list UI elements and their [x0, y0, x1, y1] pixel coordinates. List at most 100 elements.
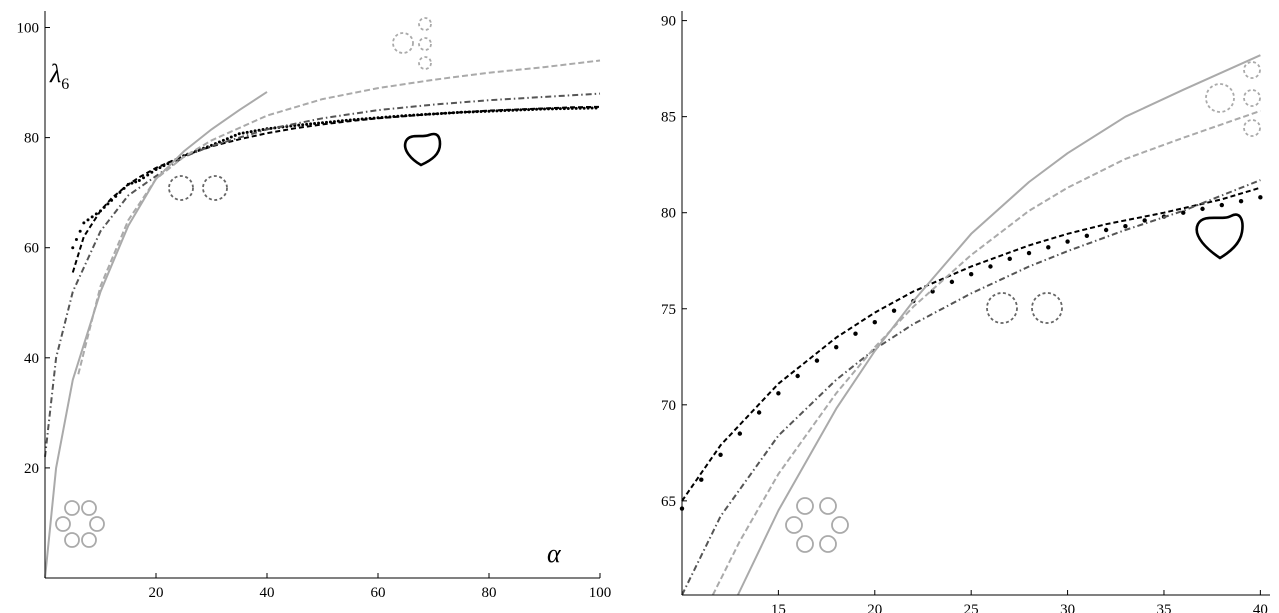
right-x-tick-label: 35 — [1156, 602, 1171, 613]
right-data-point — [872, 320, 877, 325]
trefoil-glyph-left — [403, 132, 442, 167]
right-data-point — [776, 391, 781, 396]
left-data-point — [94, 212, 98, 216]
left-data-point — [590, 106, 594, 110]
right-data-point — [930, 289, 935, 294]
right-x-tick-label: 40 — [1253, 602, 1268, 613]
right-data-point — [968, 271, 974, 277]
left-data-point — [142, 176, 146, 180]
right-data-point — [699, 477, 704, 482]
right-y-tick-label: 85 — [661, 110, 676, 126]
left-data-point — [447, 111, 451, 115]
right-data-point — [1026, 250, 1032, 256]
left-data-point — [210, 143, 213, 147]
right-data-point — [1065, 239, 1070, 244]
left-axes — [44, 11, 600, 579]
left-data-point — [503, 109, 507, 113]
left-series-solid-light-gray — [44, 91, 268, 579]
right-y-tick-label: 80 — [661, 206, 676, 222]
left-data-point — [225, 137, 229, 141]
right-tick-labels: 15 20 25 30 35 40 65 70 75 80 85 90 — [661, 14, 1268, 613]
left-data-point — [305, 122, 309, 126]
left-data-point — [229, 135, 233, 139]
left-data-point — [158, 166, 162, 170]
left-data-point — [86, 218, 90, 222]
left-data-point — [221, 138, 225, 142]
right-chart-panel: 15 20 25 30 35 40 65 70 75 80 85 90 — [661, 11, 1270, 613]
left-series-dotted-black — [71, 106, 598, 250]
left-data-point — [487, 109, 491, 113]
left-y-axis-label: λ6 — [49, 59, 69, 93]
right-y-tick-label: 65 — [661, 494, 676, 510]
four-ring-glyph-right — [1205, 61, 1261, 137]
left-data-point — [106, 202, 110, 206]
left-y-tick-label: 20 — [24, 461, 39, 477]
left-x-tick-label: 60 — [371, 585, 386, 601]
left-data-point — [463, 110, 467, 114]
left-x-tick-label: 20 — [149, 585, 164, 601]
right-y-tick-label: 75 — [661, 302, 676, 318]
left-y-tick-label: 100 — [17, 21, 40, 37]
right-series-dotted-black — [679, 195, 1263, 511]
left-data-point — [527, 108, 531, 112]
left-data-point — [471, 110, 475, 114]
right-data-point — [1219, 202, 1225, 208]
left-data-point — [82, 221, 86, 225]
right-x-tick-label: 25 — [964, 602, 979, 613]
left-series-group — [44, 59, 601, 579]
left-data-point — [249, 130, 253, 134]
left-data-point — [137, 179, 141, 183]
right-x-tick-label: 30 — [1060, 602, 1075, 613]
left-series-dashed-light-gray — [77, 59, 601, 375]
two-ring-glyph-left — [168, 175, 228, 201]
left-data-point — [313, 122, 317, 126]
right-data-point — [988, 264, 993, 269]
left-data-point — [261, 128, 265, 132]
right-x-tick-label: 15 — [771, 602, 786, 613]
left-data-point — [78, 229, 82, 233]
right-y-tick-label: 90 — [661, 14, 676, 30]
right-data-point — [853, 331, 858, 336]
right-data-point — [1084, 233, 1090, 238]
left-x-tick-label: 100 — [589, 585, 612, 601]
left-data-point — [582, 106, 586, 110]
right-data-point — [814, 358, 820, 363]
right-data-point — [795, 373, 800, 379]
left-data-point — [309, 122, 313, 126]
left-data-point — [146, 173, 150, 177]
left-data-point — [519, 108, 523, 112]
left-y-tick-label: 60 — [24, 241, 39, 257]
two-ring-glyph-right — [986, 292, 1063, 324]
right-data-point — [1007, 256, 1012, 262]
right-data-point — [737, 431, 743, 436]
left-data-point — [71, 246, 75, 250]
left-data-point — [301, 123, 305, 127]
left-y-tick-label: 80 — [24, 131, 39, 147]
left-data-point — [535, 107, 539, 111]
left-data-point — [90, 215, 94, 219]
left-tick-labels: 20 40 60 80 100 20 40 60 80 100 — [17, 21, 612, 601]
left-x-tick-label: 80 — [482, 585, 497, 601]
left-data-point — [217, 140, 221, 144]
right-data-point — [949, 279, 955, 285]
right-data-point — [1123, 223, 1128, 229]
left-y-tick-label: 40 — [24, 351, 39, 367]
right-data-point — [1046, 245, 1051, 250]
left-data-point — [550, 107, 554, 111]
right-data-point — [1181, 210, 1186, 215]
four-ring-glyph-left — [392, 17, 432, 70]
six-ring-glyph-right — [785, 497, 849, 553]
left-data-point — [558, 107, 562, 111]
right-data-point — [1103, 227, 1109, 233]
right-data-point — [891, 308, 897, 313]
left-data-point — [543, 107, 546, 111]
right-data-point — [834, 344, 839, 350]
right-series-dashdot-dark-gray — [681, 179, 1261, 596]
left-data-point — [495, 109, 499, 113]
right-data-point — [1200, 206, 1205, 212]
right-data-point — [718, 452, 723, 457]
left-data-point — [455, 111, 459, 115]
right-x-tick-label: 20 — [867, 602, 882, 613]
left-data-point — [233, 133, 237, 137]
